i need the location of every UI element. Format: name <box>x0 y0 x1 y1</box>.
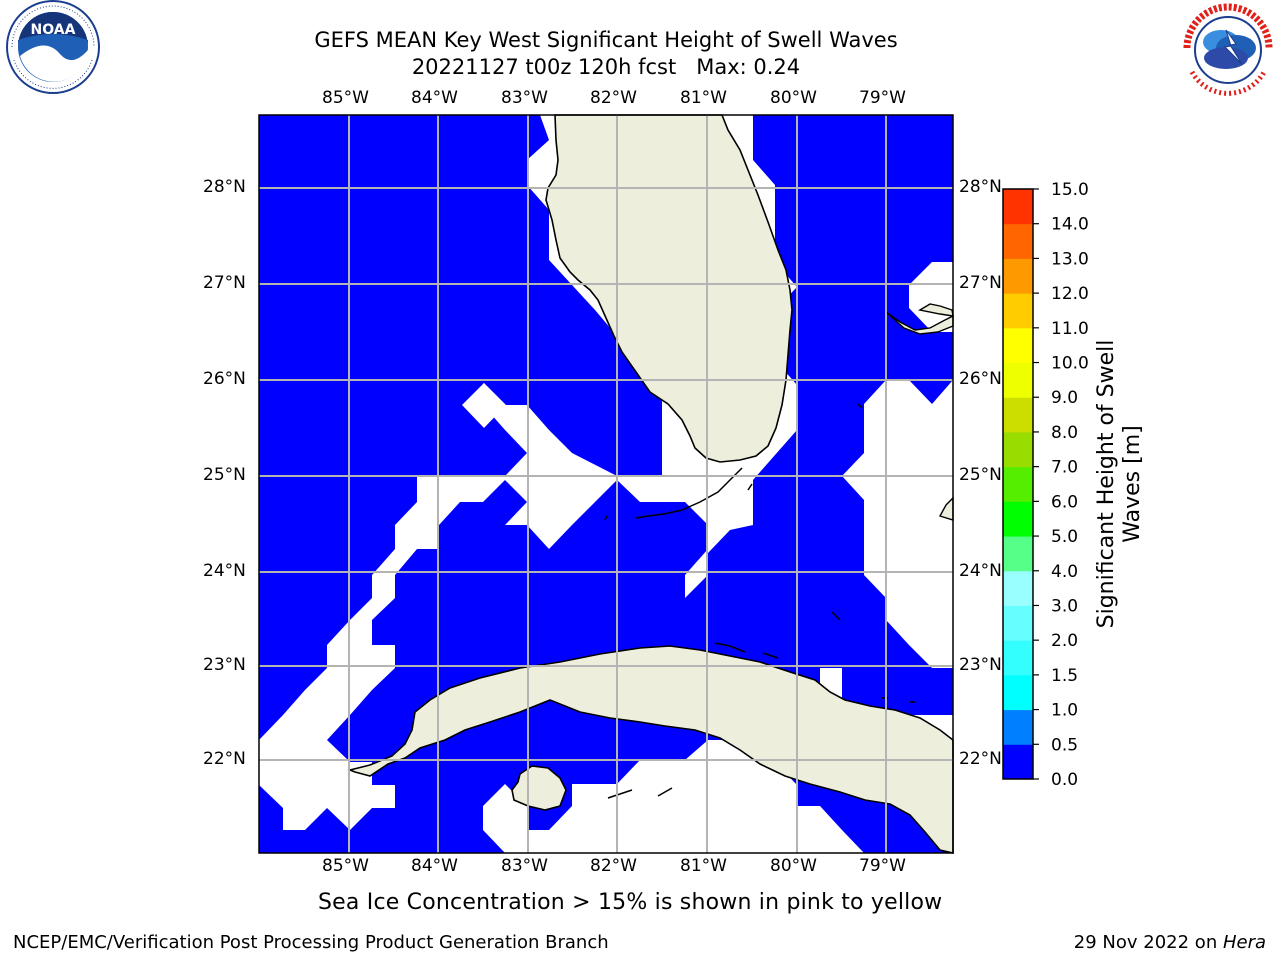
colorbar-tick-label: 11.0 <box>1051 319 1089 339</box>
colorbar-swatch <box>1003 640 1033 676</box>
colorbar-tick-label: 15.0 <box>1051 180 1089 200</box>
colorbar-swatch <box>1003 223 1033 259</box>
nws-logo <box>1183 3 1273 96</box>
colorbar-tick-label: 1.5 <box>1051 666 1078 686</box>
lon-tick-bottom: 84°W <box>411 856 458 876</box>
colorbar-tick-label: 5.0 <box>1051 527 1078 547</box>
cuba-land <box>347 645 954 855</box>
lon-tick-top: 82°W <box>590 88 637 108</box>
colorbar-swatch <box>1003 536 1033 572</box>
lon-tick-top: 84°W <box>411 88 458 108</box>
lon-tick-bottom: 83°W <box>501 856 548 876</box>
lon-tick-top: 85°W <box>322 88 369 108</box>
lon-tick-top: 81°W <box>680 88 727 108</box>
florida-land <box>545 114 793 463</box>
colorbar-tick-label: 0.0 <box>1051 770 1078 790</box>
colorbar-swatch <box>1003 397 1033 433</box>
lon-tick-top: 79°W <box>859 88 906 108</box>
colorbar-tick-label: 0.5 <box>1051 735 1078 755</box>
colorbar-tick-label: 13.0 <box>1051 249 1089 269</box>
colorbar-tick-label: 8.0 <box>1051 423 1078 443</box>
colorbar-swatch <box>1003 431 1033 468</box>
sea-ice-note: Sea Ice Concentration > 15% is shown in … <box>318 890 943 915</box>
colorbar-tick-label: 1.0 <box>1051 701 1078 721</box>
lat-tick-right: 27°N <box>959 273 1002 293</box>
colorbar-label-line1: Significant Height of Swell <box>1094 340 1119 629</box>
colorbar-tick-label: 3.0 <box>1051 596 1078 616</box>
lat-tick-right: 24°N <box>959 561 1002 581</box>
lon-tick-bottom: 81°W <box>680 856 727 876</box>
colorbar-tick-label: 14.0 <box>1051 215 1089 235</box>
bahamas-islands <box>831 303 954 621</box>
lat-tick-right: 26°N <box>959 369 1002 389</box>
colorbar-tick-label: 6.0 <box>1051 492 1078 512</box>
lat-tick-right: 22°N <box>959 749 1002 769</box>
lat-tick-left: 24°N <box>203 561 246 581</box>
svg-text:NOAA: NOAA <box>31 22 76 38</box>
lon-tick-top: 80°W <box>770 88 817 108</box>
colorbar-swatch <box>1003 362 1033 398</box>
footer-date-text: 29 Nov 2022 on <box>1073 932 1223 953</box>
colorbar: 0.0 0.5 1.0 1.5 2.0 3.0 4.0 5.0 6.0 7.0 8.0 9.0 10.0… <box>1002 180 1145 790</box>
lon-tick-bottom: 82°W <box>590 856 637 876</box>
graticule <box>259 115 953 853</box>
lon-tick-bottom: 79°W <box>859 856 906 876</box>
colorbar-swatch <box>1003 744 1033 780</box>
footer-host: Hera <box>1222 932 1266 953</box>
colorbar-ticks: 0.0 0.5 1.0 1.5 2.0 3.0 4.0 5.0 6.0 7.0 8.0 9.0 10.0… <box>1033 180 1089 790</box>
noaa-logo: NOAA <box>6 0 100 94</box>
lon-tick-bottom: 80°W <box>770 856 817 876</box>
footer-branch: NCEP/EMC/Verification Post Processing Pr… <box>13 932 609 953</box>
colorbar-swatch <box>1003 674 1033 711</box>
colorbar-swatch <box>1003 501 1033 537</box>
colorbar-tick-label: 7.0 <box>1051 458 1078 478</box>
colorbar-swatch <box>1003 327 1033 364</box>
map-title: GEFS MEAN Key West Significant Height of… <box>314 28 898 52</box>
lat-tick-left: 28°N <box>203 177 246 197</box>
lat-tick-left: 27°N <box>203 273 246 293</box>
colorbar-swatch <box>1003 709 1033 745</box>
colorbar-swatch <box>1003 570 1033 606</box>
colorbar-label-line2: Waves [m] <box>1120 425 1145 542</box>
map-frame <box>258 114 954 854</box>
colorbar-swatch <box>1003 258 1033 294</box>
colorbar-swatch <box>1003 605 1033 641</box>
lat-tick-left: 25°N <box>203 465 246 485</box>
lat-tick-left: 26°N <box>203 369 246 389</box>
colorbar-swatches <box>1003 189 1033 780</box>
colorbar-swatch <box>1003 189 1033 225</box>
map-subtitle-run: 20221127 t00z 120h fcst Max: 0.24 <box>411 55 801 79</box>
colorbar-tick-label: 4.0 <box>1051 562 1078 582</box>
footer-date: 29 Nov 2022 on Hera <box>1074 932 1266 953</box>
colorbar-swatch <box>1003 293 1033 329</box>
lat-tick-right: 25°N <box>959 465 1002 485</box>
colorbar-tick-label: 10.0 <box>1051 354 1089 374</box>
lat-tick-right: 28°N <box>959 177 1002 197</box>
lat-tick-left: 23°N <box>203 655 246 675</box>
florida-keys <box>604 467 753 521</box>
colorbar-swatch <box>1003 466 1033 502</box>
isla-juventud-land <box>511 765 567 811</box>
lon-tick-bottom: 85°W <box>322 856 369 876</box>
colorbar-tick-label: 12.0 <box>1051 284 1089 304</box>
colorbar-tick-label: 2.0 <box>1051 631 1078 651</box>
colorbar-frame <box>1002 188 1034 780</box>
lat-tick-left: 22°N <box>203 749 246 769</box>
lat-tick-right: 23°N <box>959 655 1002 675</box>
lon-tick-top: 83°W <box>501 88 548 108</box>
colorbar-tick-label: 9.0 <box>1051 388 1078 408</box>
